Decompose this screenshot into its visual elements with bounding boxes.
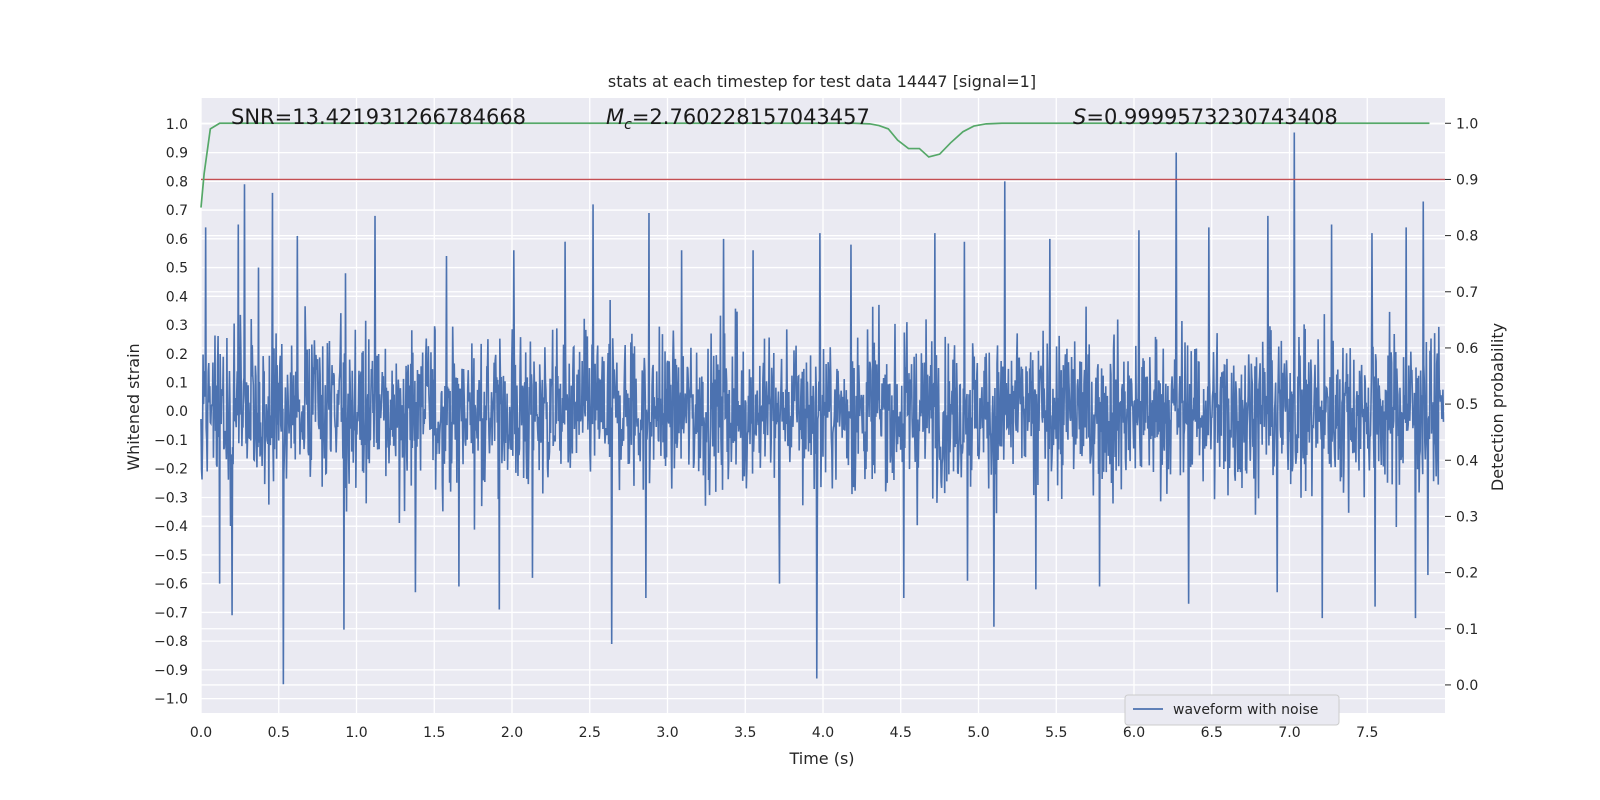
x-axis-label: Time (s) — [788, 749, 854, 768]
x-tick-label: 4.0 — [812, 725, 834, 741]
x-tick-label: 3.5 — [734, 725, 756, 741]
y-tick-label: 0.2 — [166, 347, 188, 363]
mc-value: =2.760228157043457 — [632, 105, 870, 129]
plot-content — [200, 122, 1445, 685]
y2-axis-label: Detection probability — [1488, 323, 1507, 491]
y-tick-label: 0.4 — [166, 289, 188, 305]
chart-title: stats at each timestep for test data 144… — [608, 72, 1036, 91]
y-tick-label: 0.1 — [166, 376, 188, 392]
y-tick-label: −0.6 — [154, 577, 188, 593]
s-value: =0.9999573230743408 — [1086, 105, 1337, 129]
y2-tick-label: 0.0 — [1456, 678, 1478, 694]
x-tick-labels: 0.0 0.5 1.0 1.5 2.0 2.5 3.0 3.5 4.0 4.5 5.0 5.5 6.0 6… — [190, 725, 1379, 741]
y2-tick-label: 0.2 — [1456, 566, 1478, 582]
y2-tick-label: 0.8 — [1456, 229, 1478, 245]
y-tick-label: 0.0 — [166, 404, 188, 420]
y-tick-label: −0.3 — [154, 490, 188, 506]
s-symbol: S — [1073, 105, 1086, 129]
y-tick-labels: 1.0 0.9 0.8 0.7 0.6 0.5 0.4 0.3 0.2 0.1 0.0 −0.1 −0.… — [154, 117, 188, 708]
x-tick-label: 4.5 — [890, 725, 912, 741]
y2-tick-label: 0.9 — [1456, 172, 1478, 188]
series-waveform-with-noise — [200, 132, 1445, 685]
x-tick-label: 3.0 — [656, 725, 678, 741]
y2-tick-label: 1.0 — [1456, 116, 1478, 132]
y-tick-label: −0.8 — [154, 634, 188, 650]
y-tick-label: −0.1 — [154, 433, 188, 449]
y2-tick-label: 0.1 — [1456, 622, 1478, 638]
series-detection-probability — [200, 122, 1430, 208]
legend-label: waveform with noise — [1173, 702, 1318, 718]
y-tick-label: −0.5 — [154, 548, 188, 564]
y2-tick-label: 0.5 — [1456, 397, 1478, 413]
y-tick-label: 0.3 — [166, 318, 188, 334]
x-tick-label: 0.5 — [268, 725, 290, 741]
y-tick-label: 0.9 — [166, 146, 188, 162]
y-tick-label: −0.7 — [154, 605, 188, 621]
mc-symbol: M — [606, 105, 624, 129]
x-tick-label: 2.5 — [579, 725, 601, 741]
y-tick-label: −0.2 — [154, 462, 188, 478]
y-tick-label: 1.0 — [166, 117, 188, 133]
y-tick-label: 0.5 — [166, 261, 188, 277]
y2-tick-labels: 1.0 0.9 0.8 0.7 0.6 0.5 0.4 0.3 0.2 0.1 0.0 — [1445, 116, 1478, 694]
snr-annotation: SNR=13.421931266784668 — [231, 105, 526, 129]
y-axis-label: Whitened strain — [124, 343, 143, 470]
x-tick-label: 7.0 — [1278, 725, 1300, 741]
x-tick-label: 0.0 — [190, 725, 212, 741]
x-tick-label: 1.5 — [423, 725, 445, 741]
y-tick-label: −0.9 — [154, 663, 188, 679]
mc-subscript: c — [624, 117, 632, 133]
x-tick-label: 2.0 — [501, 725, 523, 741]
y-tick-label: 0.6 — [166, 232, 188, 248]
chirp-mass-annotation: Mc=2.760228157043457 — [606, 105, 870, 133]
y2-tick-label: 0.3 — [1456, 509, 1478, 525]
x-tick-label: 1.0 — [345, 725, 367, 741]
x-tick-label: 7.5 — [1356, 725, 1378, 741]
y-tick-label: −0.4 — [154, 519, 188, 535]
y-tick-label: 0.8 — [166, 174, 188, 190]
score-annotation: S=0.9999573230743408 — [1073, 105, 1338, 129]
y-tick-label: −1.0 — [154, 692, 188, 708]
x-tick-label: 5.5 — [1045, 725, 1067, 741]
y2-tick-label: 0.7 — [1456, 285, 1478, 301]
legend-box — [1124, 694, 1340, 726]
legend: waveform with noise — [1124, 694, 1340, 726]
y2-tick-label: 0.6 — [1456, 341, 1478, 357]
y-tick-label: 0.7 — [166, 203, 188, 219]
x-tick-label: 6.0 — [1123, 725, 1145, 741]
x-tick-label: 5.0 — [967, 725, 989, 741]
x-tick-label: 6.5 — [1201, 725, 1223, 741]
y2-tick-label: 0.4 — [1456, 453, 1478, 469]
